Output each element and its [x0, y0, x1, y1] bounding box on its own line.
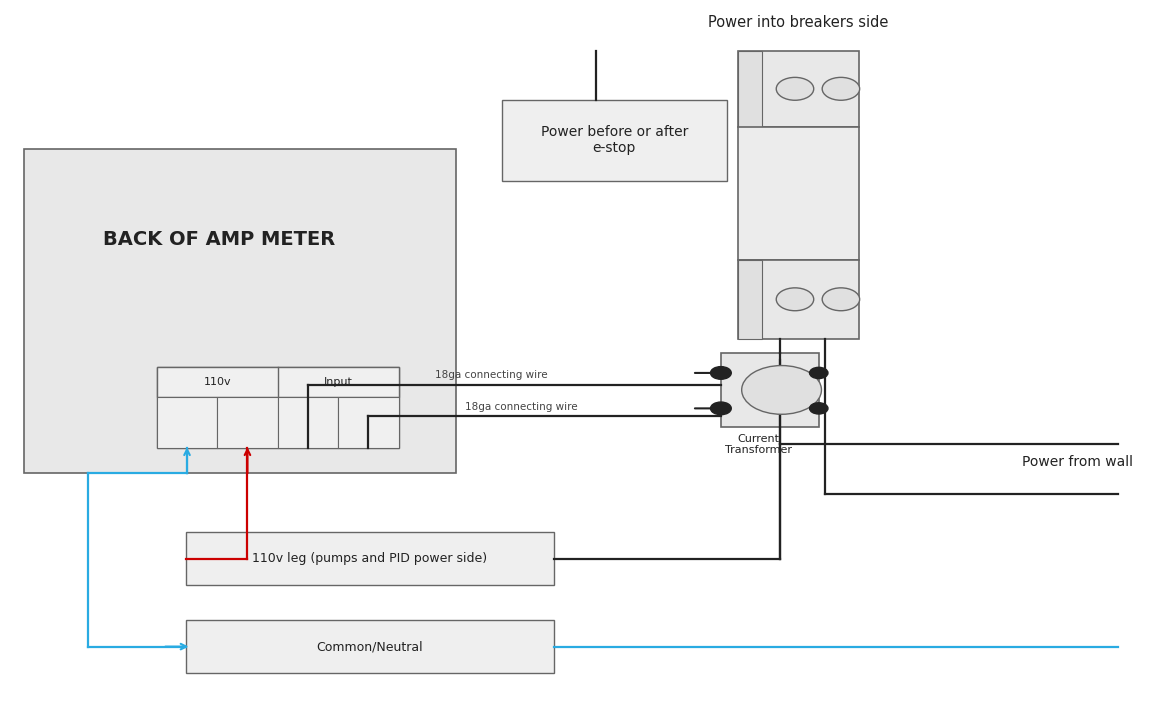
Text: Power from wall: Power from wall	[1022, 455, 1133, 469]
Circle shape	[810, 402, 827, 414]
Circle shape	[822, 78, 860, 100]
Text: Power into breakers side: Power into breakers side	[709, 15, 889, 30]
Bar	[739, 51, 859, 127]
Bar	[739, 260, 763, 339]
Bar	[739, 127, 859, 260]
Bar	[502, 100, 727, 181]
Text: 110v leg (pumps and PID power side): 110v leg (pumps and PID power side)	[253, 552, 487, 566]
Bar	[157, 397, 217, 448]
Circle shape	[810, 367, 827, 378]
Circle shape	[777, 78, 814, 100]
Text: 110v: 110v	[203, 377, 231, 387]
Text: BACK OF AMP METER: BACK OF AMP METER	[103, 230, 335, 249]
Text: 18ga connecting wire: 18ga connecting wire	[435, 371, 548, 381]
Bar	[157, 367, 398, 448]
Text: Power before or after
e-stop: Power before or after e-stop	[541, 125, 688, 155]
Bar	[217, 397, 278, 448]
Bar	[739, 51, 763, 127]
Bar	[157, 367, 398, 397]
Circle shape	[742, 366, 822, 414]
Text: 18ga connecting wire: 18ga connecting wire	[465, 402, 578, 412]
Circle shape	[822, 288, 860, 311]
Text: Current
Transformer: Current Transformer	[725, 434, 792, 455]
Bar	[186, 621, 554, 673]
Bar	[721, 353, 818, 427]
Circle shape	[711, 402, 732, 414]
Bar	[739, 260, 859, 339]
Circle shape	[711, 366, 732, 379]
Bar	[278, 397, 338, 448]
Bar	[186, 532, 554, 585]
Text: Common/Neutral: Common/Neutral	[316, 640, 424, 653]
Bar	[338, 397, 398, 448]
Text: Input: Input	[323, 377, 353, 387]
Circle shape	[777, 288, 814, 311]
Bar	[24, 149, 456, 472]
